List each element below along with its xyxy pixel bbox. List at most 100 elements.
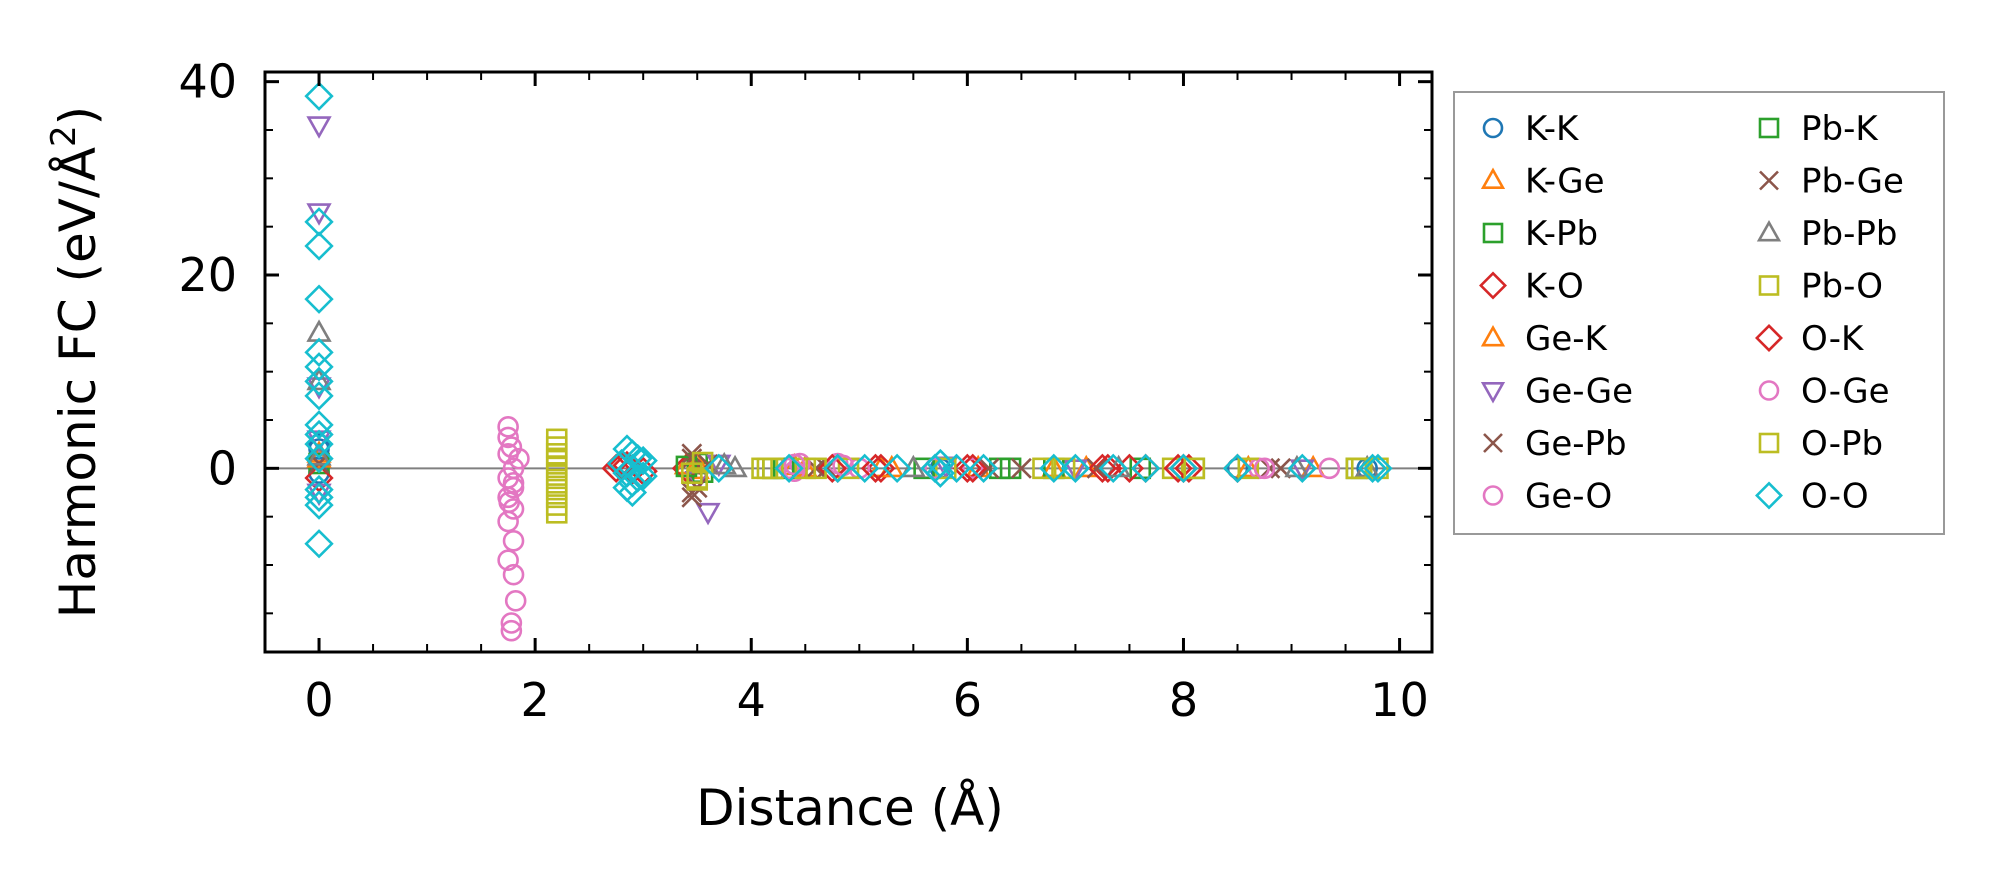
data-point-O-O [1098, 453, 1128, 483]
x-tick-label: 4 [737, 673, 766, 727]
data-point-O-O [941, 453, 972, 483]
data-point-O-K [1163, 453, 1193, 483]
data-point-Ge-Ge [306, 116, 332, 139]
legend-entry-K-K: K-K [1482, 109, 1580, 149]
data-point-O-O [304, 231, 334, 261]
data-point-Ge-O [504, 589, 527, 612]
legend-entry-O-Pb: O-Pb [1758, 424, 1883, 464]
data-point-Pb-O [1237, 457, 1260, 480]
legend-marker [1482, 117, 1504, 139]
legend-marker [1755, 324, 1783, 352]
data-point-Ge-K [1041, 454, 1067, 478]
legend-marker [1483, 433, 1503, 453]
data-point-O-O [925, 458, 956, 488]
data-point-O-Pb [1183, 457, 1206, 480]
y-tick-label: 20 [178, 248, 237, 302]
legend-marker [1756, 220, 1782, 242]
data-point-Ge-O [1318, 457, 1341, 480]
data-point-O-O [1039, 453, 1069, 483]
data-point-O-O [304, 337, 334, 367]
data-point-Pb-O [794, 457, 817, 480]
data-point-O-K [1087, 453, 1118, 483]
data-point-O-O [968, 453, 999, 483]
legend-entry-O-K: O-K [1755, 319, 1865, 359]
data-point-Ge-Pb [1086, 457, 1108, 479]
x-tick-label: 6 [953, 673, 982, 727]
data-point-O-O [850, 453, 880, 483]
data-point-O-O [304, 474, 334, 505]
data-point-Pb-O [1032, 457, 1054, 480]
legend-label: O-Pb [1801, 424, 1883, 464]
x-tick-label: 8 [1169, 673, 1198, 727]
data-point-O-O [1357, 453, 1388, 483]
data-point-O-Pb [686, 467, 709, 489]
legend-marker [1758, 275, 1780, 296]
legend-label: Pb-Pb [1801, 214, 1897, 254]
data-point-O-O [1130, 453, 1161, 483]
legend-entry-K-O: K-O [1479, 267, 1584, 307]
data-point-Ge-O [508, 447, 530, 470]
data-point-O-O [304, 482, 334, 512]
data-point-O-O [304, 366, 334, 396]
legend-entry-O-Ge: O-Ge [1758, 372, 1890, 412]
data-point-Ge-O [502, 530, 525, 552]
legend-label: Ge-Ge [1525, 372, 1633, 412]
data-point-O-O [304, 381, 334, 411]
data-point-Ge-O [502, 563, 525, 586]
legend-entry-Pb-Pb: Pb-Pb [1756, 214, 1897, 254]
data-point-O-K [817, 453, 847, 483]
data-point-O-K [860, 453, 891, 483]
data-point-Ge-Ge [1062, 459, 1089, 482]
data-point-O-O [1363, 453, 1393, 483]
legend-marker [1480, 167, 1506, 189]
data-point-Pb-K [772, 457, 795, 480]
legend-entry-Pb-O: Pb-O [1758, 267, 1883, 307]
legend-entry-Ge-K: Ge-K [1480, 319, 1609, 359]
legend-label: Pb-O [1801, 267, 1883, 307]
x-tick-label: 0 [304, 673, 333, 727]
data-point-Pb-Ge [681, 482, 703, 503]
data-point-Ge-Pb [1259, 457, 1281, 479]
data-point-O-O [628, 445, 658, 476]
data-point-Pb-O [934, 457, 957, 480]
data-point-Ge-O [497, 426, 519, 449]
legend-entry-Pb-K: Pb-K [1758, 109, 1879, 149]
legend-label: K-K [1525, 109, 1580, 149]
x-axis-title: Distance (Å) [696, 779, 1004, 837]
legend-label: O-K [1801, 319, 1865, 359]
data-point-O-O [823, 453, 853, 483]
data-point-Pb-K [675, 455, 698, 478]
legend-marker [1482, 222, 1504, 244]
data-point-K-Ge [1300, 454, 1326, 478]
data-point-O-Ge [1253, 457, 1276, 480]
data-point-O-O [1287, 453, 1317, 483]
legend-marker [1480, 325, 1506, 347]
legend-label: K-O [1525, 267, 1584, 307]
legend-marker [1482, 485, 1504, 506]
legend-entry-Ge-O: Ge-O [1482, 477, 1612, 517]
y-tick-label: 40 [178, 55, 237, 109]
data-point-O-O [304, 352, 334, 382]
legend-label: O-Ge [1801, 372, 1890, 412]
legend-entry-K-Ge: K-Ge [1480, 162, 1605, 202]
data-point-Pb-Pb [711, 451, 737, 475]
data-point-O-O [304, 490, 334, 520]
legend-marker [1758, 117, 1780, 139]
x-tick-label: 2 [520, 673, 549, 727]
legend: K-K K-Ge K-Pb K-O Ge-K Ge-Ge Ge-Pb Ge-O Pb-K Pb-G… [1453, 91, 1945, 535]
legend-label: Ge-K [1525, 319, 1609, 359]
data-point-Ge-O [497, 549, 519, 571]
legend-entry-K-Pb: K-Pb [1482, 214, 1598, 254]
data-point-O-O [882, 453, 912, 483]
data-point-Ge-K [1235, 454, 1261, 478]
data-point-Ge-Ge [695, 502, 721, 526]
data-point-O-O [304, 444, 334, 474]
data-point-O-Pb [545, 501, 568, 524]
data-point-O-O [925, 448, 956, 479]
data-point-O-O [304, 529, 334, 559]
legend-marker [1759, 170, 1779, 191]
legend-marker [1479, 271, 1507, 300]
data-point-O-O [304, 429, 334, 459]
data-point-O-O [304, 410, 334, 440]
